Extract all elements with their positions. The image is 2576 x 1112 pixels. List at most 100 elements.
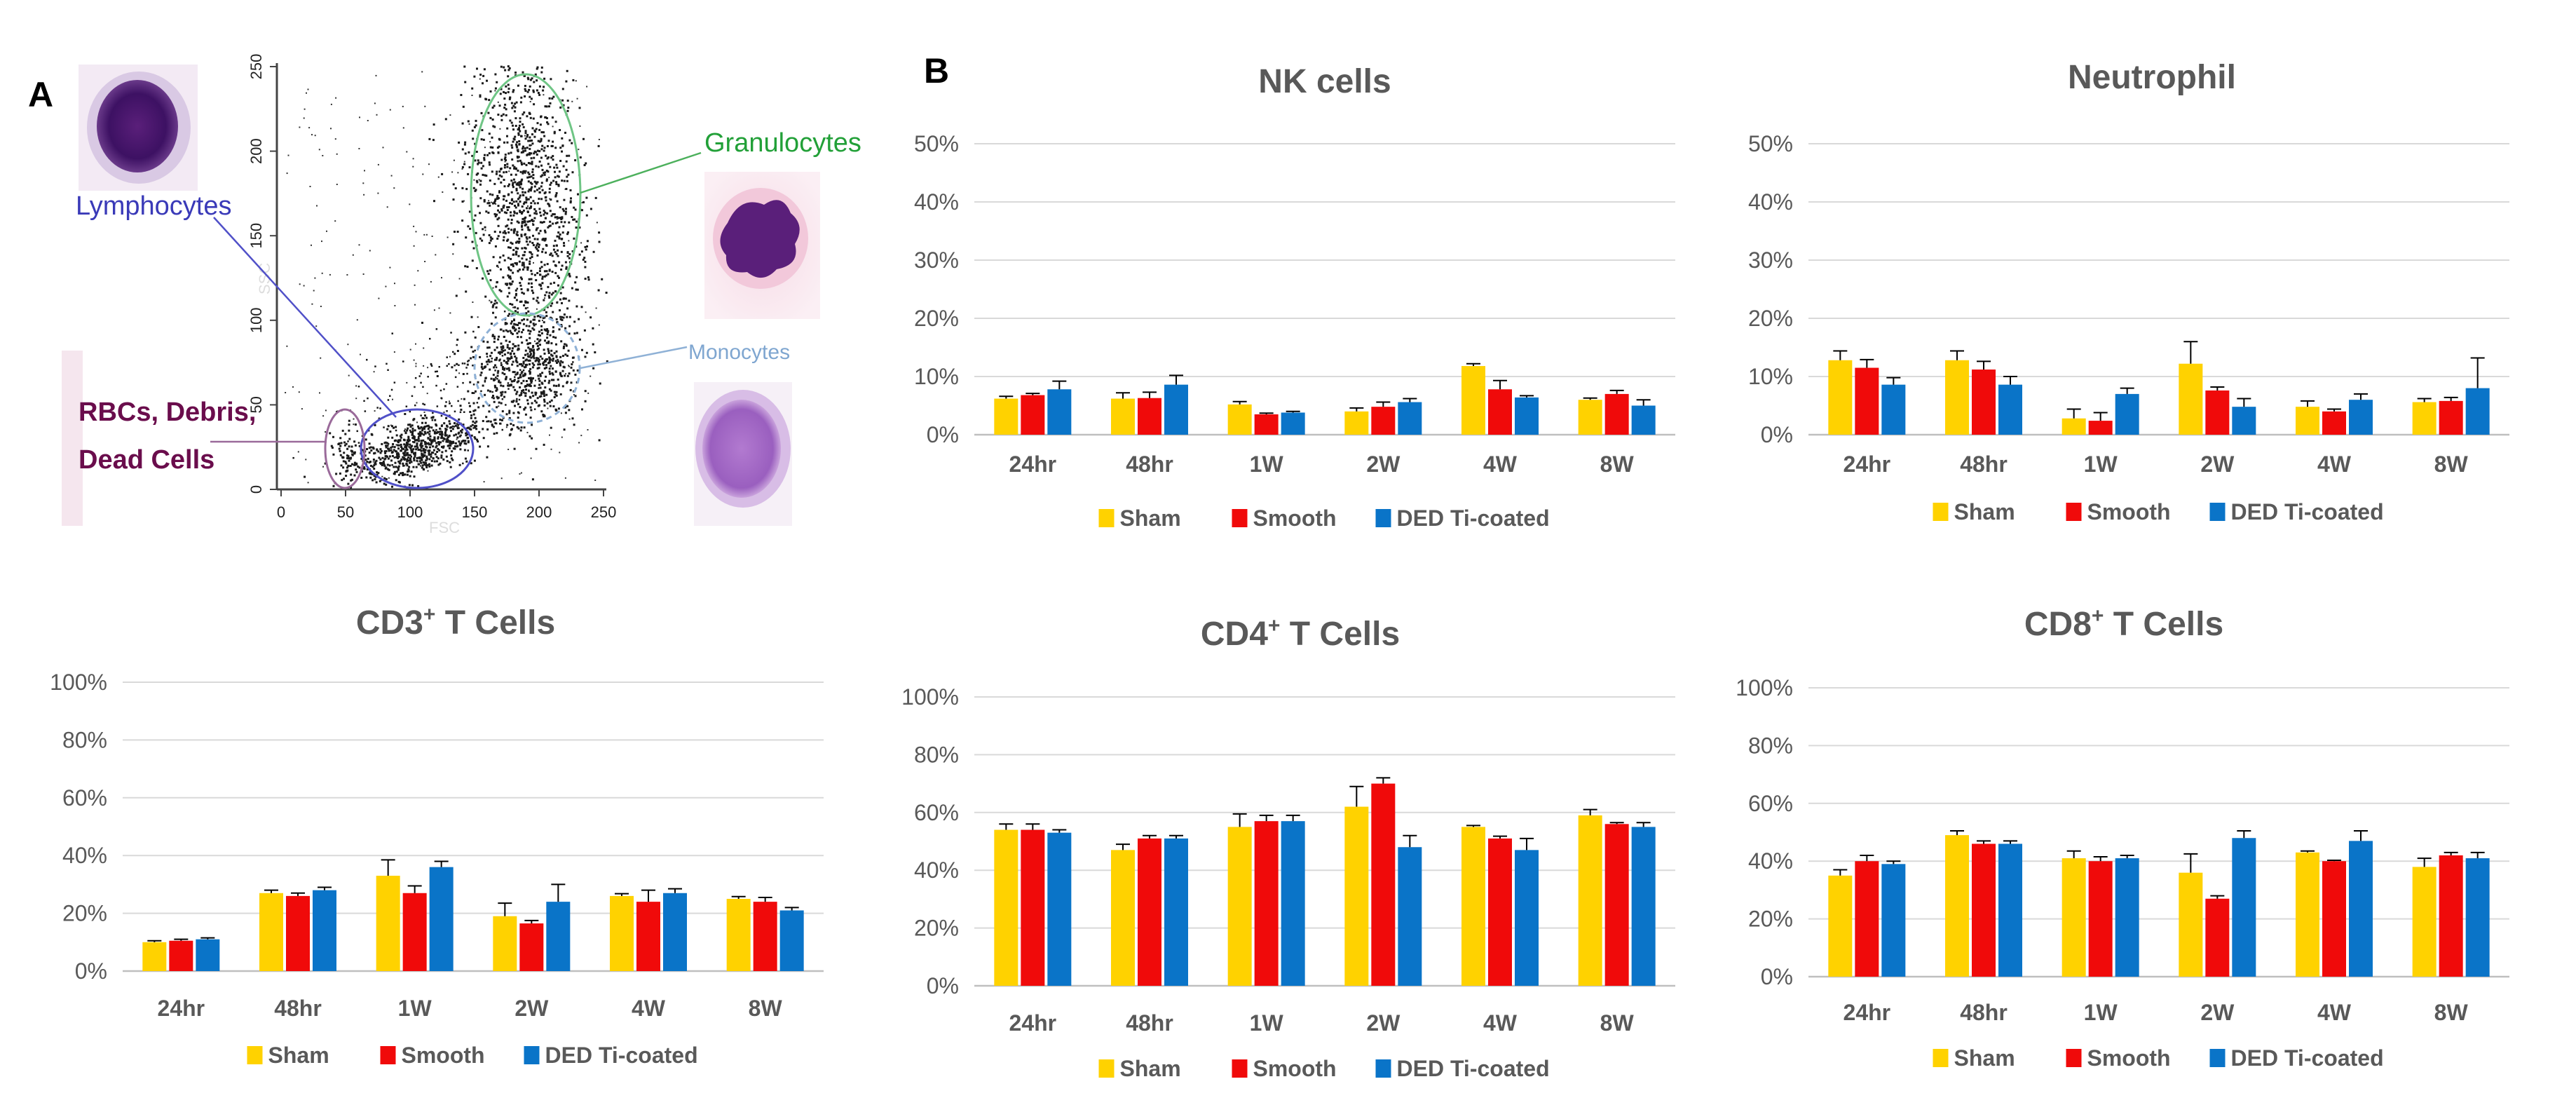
flow-event	[544, 191, 547, 194]
flow-event	[517, 133, 520, 136]
flow-event	[500, 328, 503, 331]
flow-event	[491, 170, 493, 173]
flow-event	[421, 429, 424, 432]
flow-y-tick-label: 150	[247, 223, 265, 249]
flow-event	[531, 327, 534, 330]
flow-event	[526, 431, 529, 433]
bar	[519, 923, 544, 971]
flow-event	[496, 378, 498, 380]
flow-event	[451, 366, 454, 369]
flow-event	[429, 435, 432, 438]
flow-event	[532, 292, 535, 294]
flow-event	[440, 397, 442, 399]
y-tick-label: 10%	[1748, 364, 1793, 389]
x-tick-label: 2W	[514, 996, 549, 1021]
flow-event	[547, 285, 550, 288]
flow-event	[452, 243, 455, 245]
flow-event	[355, 398, 357, 400]
flow-event	[513, 447, 516, 450]
flow-event	[464, 440, 467, 442]
flow-event	[477, 326, 480, 328]
flow-event	[521, 365, 524, 367]
flow-event	[456, 445, 458, 448]
flow-event	[521, 331, 524, 334]
flow-event	[527, 329, 530, 332]
flow-event	[430, 452, 433, 454]
flow-event	[489, 269, 491, 272]
flow-event	[508, 313, 511, 316]
flow-event	[557, 231, 560, 234]
flow-event	[532, 224, 535, 226]
flow-event	[434, 432, 437, 435]
flow-event	[510, 332, 512, 334]
flow-event	[331, 447, 334, 449]
bar	[1021, 829, 1045, 986]
legend-swatch	[380, 1046, 396, 1064]
flow-event	[550, 283, 552, 285]
flow-event	[493, 337, 496, 340]
flow-event	[496, 195, 499, 197]
flow-event	[340, 442, 343, 445]
flow-event	[507, 194, 510, 196]
flow-event	[379, 452, 382, 454]
x-tick-label: 4W	[632, 996, 666, 1021]
flow-event	[369, 476, 372, 479]
flow-event	[501, 428, 503, 431]
bar	[753, 902, 777, 971]
flow-event	[471, 87, 474, 90]
flow-event	[507, 218, 510, 221]
flow-event	[474, 426, 477, 429]
flow-event	[558, 226, 561, 229]
flow-event	[550, 144, 553, 147]
flow-event	[547, 123, 550, 126]
flow-event	[511, 107, 514, 109]
flow-event	[502, 113, 505, 116]
flow-event	[478, 179, 480, 181]
flow-event	[474, 336, 477, 339]
legend-swatch	[1232, 509, 1248, 527]
flow-event	[539, 211, 542, 214]
flow-event	[540, 182, 543, 184]
flow-event	[573, 206, 575, 209]
flow-event	[393, 449, 395, 452]
flow-event	[349, 465, 352, 467]
flow-event	[330, 103, 332, 105]
flow-event	[575, 80, 577, 82]
flow-event	[486, 154, 489, 156]
flow-event	[421, 416, 424, 419]
x-tick-label: 4W	[2317, 452, 2352, 477]
flow-event	[543, 213, 545, 216]
flow-event	[564, 210, 567, 213]
flow-event	[514, 72, 517, 74]
flow-event	[515, 143, 517, 146]
flow-event	[523, 408, 526, 411]
flow-event	[390, 447, 393, 449]
flow-event	[527, 229, 530, 231]
flow-event	[495, 389, 498, 392]
flow-event	[512, 164, 514, 167]
flow-event	[445, 455, 448, 458]
flow-event	[513, 212, 516, 215]
flow-event	[594, 480, 597, 481]
flow-event	[350, 449, 353, 452]
flow-event	[542, 248, 545, 250]
flow-event	[570, 381, 573, 384]
flow-event	[571, 171, 574, 174]
flow-event	[464, 457, 467, 460]
flow-event	[414, 452, 416, 454]
flow-event	[466, 437, 469, 440]
flow-event	[366, 448, 368, 450]
flow-event	[559, 129, 561, 131]
flow-event	[540, 215, 543, 217]
flow-event	[552, 311, 554, 313]
flow-event	[404, 446, 407, 449]
flow-event	[427, 470, 429, 472]
x-tick-label: 8W	[2434, 452, 2469, 477]
flow-event	[524, 90, 527, 92]
flow-event	[343, 477, 345, 480]
flow-event	[515, 200, 518, 203]
flow-event	[551, 379, 553, 381]
bar	[1344, 411, 1369, 435]
flow-event	[342, 460, 345, 463]
flow-event	[532, 318, 535, 321]
